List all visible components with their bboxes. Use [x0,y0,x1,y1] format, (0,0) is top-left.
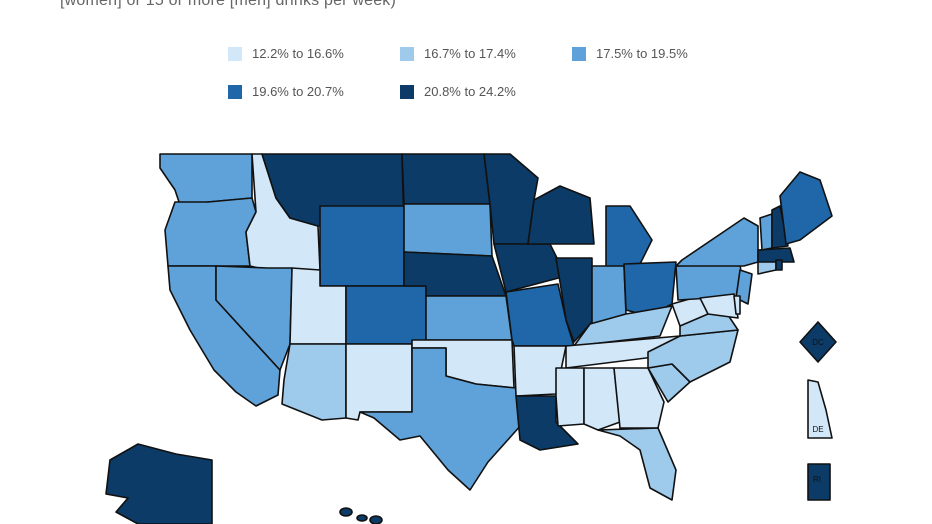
state-georgia [613,367,665,429]
state-hawaii [339,507,383,524]
state-alabama [583,367,621,431]
legend-item: 20.8% to 24.2% [400,84,516,99]
inset-de-label: DE [812,425,823,434]
legend: 12.2% to 16.6% 16.7% to 17.4% 17.5% to 1… [228,46,748,106]
inset-delaware [807,379,833,439]
state-wisconsin [527,185,595,245]
state-maryland [699,293,739,319]
state-kentucky [573,305,673,347]
state-michigan [605,205,653,271]
legend-label: 20.8% to 24.2% [424,84,516,99]
state-texas [359,347,523,491]
state-alaska [105,443,213,524]
state-vermont [759,213,773,251]
legend-swatch [400,46,414,61]
state-rhode-island [775,259,783,271]
legend-swatch [228,84,242,99]
inset-ri-label: RI [813,475,821,484]
state-washington [159,153,253,206]
legend-item: 16.7% to 17.4% [400,46,516,61]
legend-item: 17.5% to 19.5% [572,46,688,61]
state-illinois [555,257,593,343]
legend-label: 16.7% to 17.4% [424,46,516,61]
legend-item: 12.2% to 16.6% [228,46,344,61]
map-subtitle: [women] or 15 or more [men] drinks per w… [60,0,397,9]
state-florida [597,427,677,501]
state-new-mexico [345,343,413,421]
legend-label: 17.5% to 19.5% [596,46,688,61]
state-arizona [281,343,347,421]
state-wyoming [319,205,405,287]
state-delaware [733,295,741,315]
state-north-dakota [401,153,491,205]
state-colorado [345,285,427,345]
inset-rhode-island [807,463,831,501]
state-mississippi [555,367,585,427]
state-maine [779,171,833,245]
state-new-hampshire [771,205,789,249]
legend-item: 19.6% to 20.7% [228,84,344,99]
state-kansas [425,295,513,341]
state-new-york [675,217,759,267]
inset-dc [799,321,837,363]
state-north-carolina [647,329,739,383]
legend-label: 19.6% to 20.7% [252,84,344,99]
legend-label: 12.2% to 16.6% [252,46,344,61]
state-south-dakota [403,203,493,257]
legend-swatch [228,46,242,61]
inset-dc-label: DC [812,338,824,347]
state-massachusetts [757,247,795,263]
state-oregon [164,197,257,267]
legend-swatch [572,46,586,61]
legend-swatch [400,84,414,99]
